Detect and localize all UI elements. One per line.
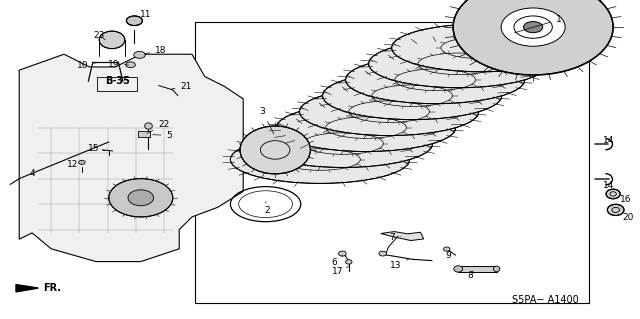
Text: 2: 2 bbox=[265, 202, 270, 215]
Ellipse shape bbox=[444, 247, 450, 251]
Ellipse shape bbox=[379, 251, 387, 256]
Ellipse shape bbox=[454, 266, 463, 272]
Text: FR.: FR. bbox=[44, 283, 61, 293]
Ellipse shape bbox=[346, 56, 525, 104]
Ellipse shape bbox=[300, 88, 479, 136]
Ellipse shape bbox=[79, 160, 85, 165]
Text: 7: 7 bbox=[389, 233, 401, 242]
Text: 11: 11 bbox=[134, 10, 151, 20]
Text: 9: 9 bbox=[445, 251, 451, 260]
Text: B-35: B-35 bbox=[106, 76, 131, 86]
Ellipse shape bbox=[230, 136, 410, 183]
Text: 22: 22 bbox=[147, 120, 170, 133]
Text: 1: 1 bbox=[515, 15, 561, 33]
Ellipse shape bbox=[125, 62, 136, 68]
Text: S5PA− A1400: S5PA− A1400 bbox=[512, 295, 579, 306]
Ellipse shape bbox=[346, 260, 352, 264]
Ellipse shape bbox=[493, 266, 500, 272]
Ellipse shape bbox=[127, 16, 143, 26]
Text: 6: 6 bbox=[332, 255, 342, 267]
Text: 12: 12 bbox=[67, 160, 82, 168]
Ellipse shape bbox=[253, 120, 433, 167]
Ellipse shape bbox=[99, 31, 125, 48]
Ellipse shape bbox=[339, 251, 346, 256]
Text: 17: 17 bbox=[332, 266, 349, 276]
Bar bbox=[97, 77, 137, 91]
Ellipse shape bbox=[240, 126, 310, 174]
Text: 23: 23 bbox=[93, 31, 106, 40]
Text: 10: 10 bbox=[77, 61, 96, 70]
Text: 8: 8 bbox=[467, 271, 473, 279]
Text: 5: 5 bbox=[152, 131, 172, 140]
Text: 20: 20 bbox=[622, 213, 634, 222]
Text: 14: 14 bbox=[603, 181, 614, 190]
Text: 13: 13 bbox=[390, 259, 408, 270]
Text: 14: 14 bbox=[603, 137, 614, 145]
Ellipse shape bbox=[453, 0, 613, 75]
Ellipse shape bbox=[524, 22, 543, 33]
Polygon shape bbox=[19, 54, 243, 262]
Ellipse shape bbox=[276, 104, 456, 152]
Bar bbox=[458, 266, 497, 272]
Ellipse shape bbox=[607, 204, 624, 216]
Ellipse shape bbox=[606, 189, 620, 199]
Text: 19: 19 bbox=[108, 60, 129, 69]
Polygon shape bbox=[381, 232, 424, 241]
Text: 15: 15 bbox=[88, 144, 105, 152]
Ellipse shape bbox=[109, 179, 173, 217]
Text: 4: 4 bbox=[29, 169, 35, 178]
Bar bbox=[138, 131, 150, 137]
Text: 18: 18 bbox=[144, 46, 166, 55]
Polygon shape bbox=[16, 285, 38, 292]
Ellipse shape bbox=[501, 8, 565, 46]
Ellipse shape bbox=[392, 24, 571, 72]
Text: 16: 16 bbox=[620, 195, 631, 204]
Text: 3: 3 bbox=[260, 107, 274, 134]
Ellipse shape bbox=[134, 51, 145, 58]
Ellipse shape bbox=[323, 72, 502, 120]
Text: 21: 21 bbox=[171, 82, 192, 91]
Ellipse shape bbox=[369, 40, 548, 88]
Bar bbox=[195, 22, 589, 303]
Ellipse shape bbox=[128, 190, 154, 206]
Ellipse shape bbox=[145, 123, 152, 129]
